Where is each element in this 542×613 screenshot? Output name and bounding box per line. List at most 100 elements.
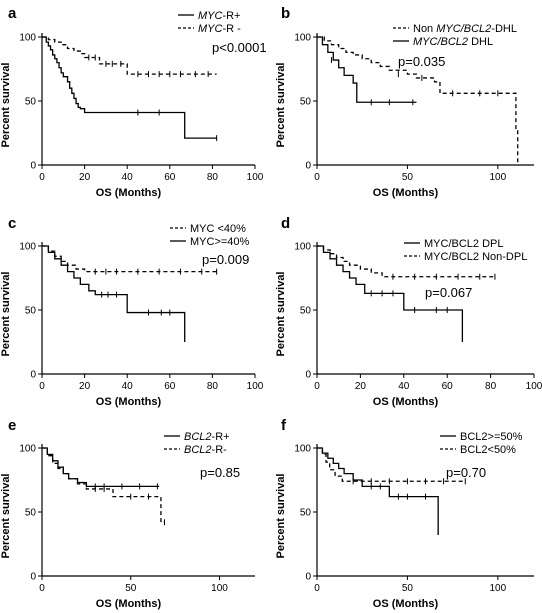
y-axis-label: Percent survival — [0, 272, 12, 357]
series-line-1 — [42, 447, 160, 488]
x-tick-label: 60 — [442, 381, 454, 392]
panel-label: c — [8, 215, 16, 232]
y-tick-label: 0 — [30, 572, 36, 583]
series-line-1 — [317, 447, 439, 536]
x-axis-label: OS (Months) — [96, 187, 162, 199]
legend-label: BCL2<50% — [460, 444, 516, 456]
y-tick-label: 100 — [294, 242, 311, 253]
panel-d: d 0 20 40 60 80 100 0 50 100 OS (Months) Percent su… — [275, 215, 542, 408]
x-tick-label: 80 — [485, 381, 497, 392]
panel-label: b — [281, 5, 290, 22]
series-line-2 — [42, 245, 186, 342]
series-line-2 — [42, 447, 165, 523]
x-tick-label: 80 — [207, 381, 219, 392]
x-tick-label: 0 — [39, 381, 45, 392]
legend-label: MYC <40% — [190, 223, 246, 235]
legend-label: MYC-R - — [198, 23, 241, 35]
panel-f: f 0 50 100 0 50 100 OS (Months) Percent survival… — [275, 417, 534, 610]
legend-label: MYC/BCL2 DHL — [413, 36, 493, 48]
y-tick-label: 100 — [19, 242, 36, 253]
x-tick-label: 100 — [489, 172, 506, 183]
series-line-1 — [317, 245, 464, 342]
y-tick-label: 0 — [30, 161, 36, 172]
series-line-2 — [317, 245, 495, 278]
x-tick-label: 0 — [314, 583, 320, 594]
x-tick-label: 80 — [207, 172, 219, 183]
y-tick-label: 50 — [300, 306, 312, 317]
legend-label: BCL2-R+ — [184, 431, 230, 443]
y-axis-label: Percent survival — [275, 63, 287, 148]
y-tick-label: 100 — [19, 33, 36, 44]
x-tick-label: 0 — [39, 583, 45, 594]
y-tick-label: 0 — [305, 572, 311, 583]
x-tick-label: 20 — [79, 172, 91, 183]
p-value: p=0.85 — [200, 465, 240, 480]
x-axis-label: OS (Months) — [373, 396, 439, 408]
legend-label: MYC/BCL2 DPL — [424, 238, 503, 250]
y-tick-label: 100 — [294, 33, 311, 44]
p-value: p<0.0001 — [212, 40, 267, 55]
series-line-1 — [317, 36, 519, 165]
x-tick-label: 40 — [398, 381, 410, 392]
y-tick-label: 0 — [30, 370, 36, 381]
y-tick-label: 50 — [25, 508, 37, 519]
x-tick-label: 60 — [164, 172, 176, 183]
p-value: p=0.70 — [446, 465, 486, 480]
x-tick-label: 40 — [122, 381, 134, 392]
p-value: p=0.009 — [202, 252, 249, 267]
p-value: p=0.067 — [425, 285, 472, 300]
series-line-2 — [317, 36, 417, 103]
x-tick-label: 100 — [247, 381, 264, 392]
x-tick-label: 50 — [402, 583, 414, 594]
panel-label: f — [281, 417, 287, 434]
y-axis-label: Percent survival — [275, 474, 287, 559]
p-value: p=0.035 — [398, 54, 445, 69]
x-tick-label: 20 — [79, 381, 91, 392]
x-tick-label: 100 — [526, 381, 542, 392]
x-axis-label: OS (Months) — [373, 598, 439, 610]
legend-label: BCL2>=50% — [460, 431, 523, 443]
y-axis-label: Percent survival — [0, 63, 12, 148]
y-axis-label: Percent survival — [275, 272, 287, 357]
legend-label: MYC>=40% — [190, 236, 250, 248]
x-tick-label: 0 — [314, 381, 320, 392]
y-tick-label: 0 — [305, 161, 311, 172]
x-tick-label: 100 — [489, 583, 506, 594]
legend-label: MYC-R+ — [198, 10, 240, 22]
legend-label: BCL2-R- — [184, 444, 227, 456]
x-tick-label: 0 — [39, 172, 45, 183]
y-tick-label: 100 — [294, 444, 311, 455]
y-tick-label: 0 — [305, 370, 311, 381]
y-tick-label: 50 — [25, 306, 37, 317]
y-tick-label: 50 — [300, 508, 312, 519]
x-tick-label: 100 — [247, 172, 264, 183]
x-tick-label: 50 — [402, 172, 414, 183]
panel-a: a 0 20 40 60 80 100 0 50 100 OS (Months) Percent su… — [0, 5, 267, 199]
x-tick-label: 60 — [164, 381, 176, 392]
x-axis-label: OS (Months) — [373, 187, 439, 199]
panel-b: b 0 50 100 0 50 100 OS (Months) Percent survival… — [275, 5, 534, 199]
x-tick-label: 100 — [211, 583, 228, 594]
x-tick-label: 20 — [355, 381, 367, 392]
y-tick-label: 100 — [19, 444, 36, 455]
series-line-1 — [42, 245, 217, 273]
panel-label: e — [8, 417, 16, 434]
series-line-1 — [42, 36, 217, 139]
legend-label: Non MYC/BCL2-DHL — [413, 23, 517, 35]
x-axis-label: OS (Months) — [96, 598, 162, 610]
y-axis-label: Percent survival — [0, 474, 12, 559]
panel-c: c 0 20 40 60 80 100 0 50 100 OS (Months) Percent su… — [0, 215, 264, 408]
panel-e: e 0 50 100 0 50 100 OS (Months) Percent survival… — [0, 417, 255, 610]
x-axis-label: OS (Months) — [96, 396, 162, 408]
legend-label: MYC/BCL2 Non-DPL — [424, 251, 527, 263]
series-line-2 — [317, 447, 466, 482]
y-tick-label: 50 — [25, 97, 37, 108]
x-tick-label: 40 — [122, 172, 134, 183]
x-tick-label: 50 — [125, 583, 137, 594]
panel-label: d — [281, 215, 290, 232]
panel-label: a — [8, 5, 17, 22]
y-tick-label: 50 — [300, 97, 312, 108]
x-tick-label: 0 — [314, 172, 320, 183]
series-line-2 — [42, 36, 217, 75]
